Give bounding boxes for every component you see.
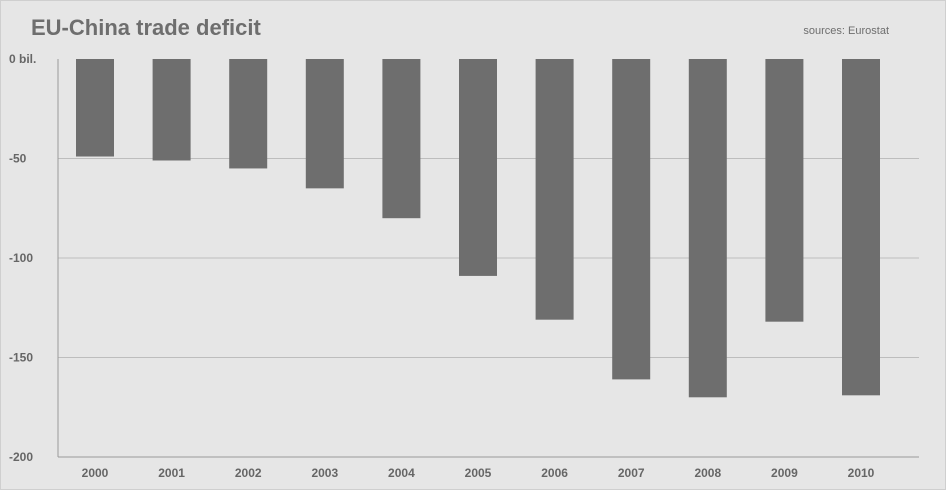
y-tick-label: -200 xyxy=(9,450,33,464)
x-tick-label: 2008 xyxy=(694,466,721,480)
bar-2006 xyxy=(535,59,574,320)
y-tick-label: -50 xyxy=(9,152,27,166)
y-tick-label: -100 xyxy=(9,251,33,265)
bar-2002 xyxy=(229,59,268,169)
bar-2001 xyxy=(152,59,191,161)
bar-2004 xyxy=(382,59,421,219)
x-tick-label: 2006 xyxy=(541,466,568,480)
x-tick-label: 2010 xyxy=(848,466,875,480)
y-tick-label: 0 bil. xyxy=(9,52,36,66)
bar-2005 xyxy=(459,59,497,276)
x-tick-label: 2009 xyxy=(771,466,798,480)
x-tick-label: 2003 xyxy=(311,466,338,480)
bar-2010 xyxy=(842,59,880,396)
bar-2009 xyxy=(765,59,804,322)
bar-2003 xyxy=(305,59,344,189)
x-tick-label: 2002 xyxy=(235,466,262,480)
y-tick-label: -150 xyxy=(9,351,33,365)
x-tick-label: 2007 xyxy=(618,466,645,480)
bar-2008 xyxy=(688,59,727,398)
x-tick-label: 2000 xyxy=(82,466,109,480)
bar-2007 xyxy=(612,59,651,380)
chart-title: EU-China trade deficit xyxy=(31,15,261,40)
x-tick-label: 2005 xyxy=(465,466,492,480)
chart-source: sources: Eurostat xyxy=(803,25,889,37)
x-tick-label: 2001 xyxy=(158,466,185,480)
bar-2000 xyxy=(76,59,114,157)
x-tick-label: 2004 xyxy=(388,466,415,480)
